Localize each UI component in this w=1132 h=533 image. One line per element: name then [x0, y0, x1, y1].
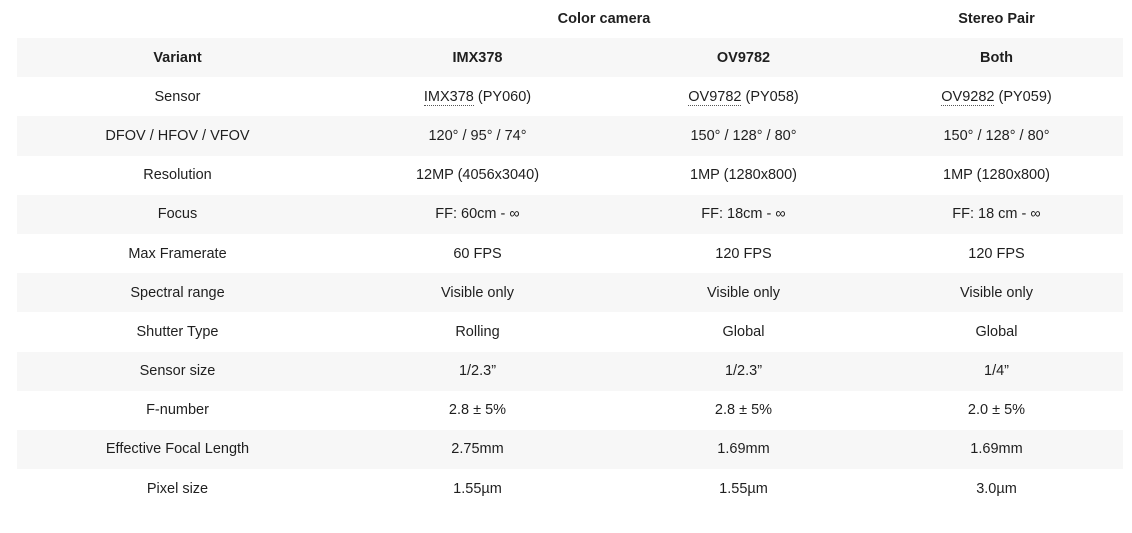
table-cell: 1.69mm	[970, 441, 1023, 458]
sensor-link-imx378[interactable]: IMX378	[423, 88, 474, 106]
table-cell: 120 FPS	[968, 245, 1025, 262]
table-cell: 1.55µm	[453, 480, 502, 497]
table-row-f-number: F-number 2.8 ± 5% 2.8 ± 5% 2.0 ± 5%	[17, 391, 1123, 430]
table-cell: 12MP (4056x3040)	[415, 167, 540, 184]
table-cell: 1/4”	[984, 363, 1009, 380]
table-cell: Visible only	[959, 284, 1034, 301]
header-variant: Variant	[153, 49, 202, 66]
sensor-suffix: (PY059)	[994, 88, 1052, 105]
header-both: Both	[979, 49, 1013, 66]
sensor-link-ov9782[interactable]: OV9782	[688, 88, 742, 106]
row-label: Max Framerate	[128, 245, 227, 262]
table-row-fov: DFOV / HFOV / VFOV 120° / 95° / 74° 150°…	[17, 116, 1123, 156]
table-row-spectral-range: Spectral range Visible only Visible only…	[17, 273, 1123, 313]
table-cell: FF: 60cm - ∞	[435, 206, 520, 223]
row-label: Sensor size	[139, 363, 216, 380]
header-imx378: IMX378	[452, 49, 503, 66]
sensor-cell: IMX378 (PY060)	[338, 88, 617, 106]
table-cell: FF: 18cm - ∞	[701, 206, 786, 223]
table-row-sensor-size: Sensor size 1/2.3” 1/2.3” 1/4”	[17, 351, 1123, 391]
row-label: F-number	[146, 402, 209, 419]
table-cell: 1MP (1280x800)	[943, 167, 1050, 184]
row-label: Shutter Type	[136, 323, 219, 340]
sensor-suffix: (PY058)	[741, 88, 799, 105]
column-header-row: Variant IMX378 OV9782 Both	[17, 38, 1123, 78]
table-cell: 1MP (1280x800)	[690, 167, 797, 184]
row-label: Focus	[157, 206, 198, 223]
table-row-shutter-type: Shutter Type Rolling Global Global	[17, 312, 1123, 351]
table-cell: 2.8 ± 5%	[714, 402, 773, 419]
table-cell: Visible only	[440, 284, 515, 301]
row-label: Effective Focal Length	[105, 441, 250, 458]
table-cell: 1.55µm	[719, 480, 768, 497]
row-label: Sensor	[154, 88, 201, 105]
table-cell: Global	[722, 323, 765, 340]
sensor-link-ov9282[interactable]: OV9282	[941, 88, 995, 106]
table-cell: 2.0 ± 5%	[967, 402, 1026, 419]
header-ov9782: OV9782	[716, 49, 771, 66]
table-row-resolution: Resolution 12MP (4056x3040) 1MP (1280x80…	[17, 156, 1123, 195]
table-cell: 3.0µm	[976, 480, 1017, 497]
group-header-stereo-pair: Stereo Pair	[958, 11, 1035, 27]
group-header-row: Color camera Stereo Pair	[17, 0, 1123, 38]
row-label: DFOV / HFOV / VFOV	[105, 127, 250, 144]
row-label: Spectral range	[130, 284, 225, 301]
table-cell: 1/2.3”	[724, 363, 763, 380]
row-label: Resolution	[143, 167, 212, 184]
table-row-max-framerate: Max Framerate 60 FPS 120 FPS 120 FPS	[17, 234, 1123, 273]
table-cell: 120 FPS	[715, 245, 772, 262]
sensor-cell: OV9782 (PY058)	[617, 88, 870, 106]
group-header-color-camera: Color camera	[557, 11, 651, 27]
table-cell: 120° / 95° / 74°	[428, 127, 527, 144]
table-cell: Rolling	[455, 323, 500, 340]
camera-spec-table: Color camera Stereo Pair Variant IMX378 …	[17, 0, 1123, 508]
table-cell: 150° / 128° / 80°	[943, 127, 1050, 144]
table-cell: 1/2.3”	[458, 363, 497, 380]
table-cell: 150° / 128° / 80°	[690, 127, 797, 144]
row-label: Pixel size	[146, 480, 209, 497]
sensor-cell: OV9282 (PY059)	[870, 88, 1123, 106]
table-cell: FF: 18 cm - ∞	[952, 206, 1041, 223]
table-row-pixel-size: Pixel size 1.55µm 1.55µm 3.0µm	[17, 469, 1123, 508]
table-cell: 60 FPS	[453, 245, 502, 262]
table-row-focus: Focus FF: 60cm - ∞ FF: 18cm - ∞ FF: 18 c…	[17, 194, 1123, 234]
table-row-effective-focal-length: Effective Focal Length 2.75mm 1.69mm 1.6…	[17, 429, 1123, 470]
table-row-sensor: Sensor IMX378 (PY060) OV9782 (PY058) OV9…	[17, 77, 1123, 116]
table-cell: 1.69mm	[717, 441, 770, 458]
table-cell: 2.75mm	[451, 441, 504, 458]
table-cell: Visible only	[706, 284, 781, 301]
sensor-suffix: (PY060)	[473, 88, 532, 105]
table-cell: 2.8 ± 5%	[448, 402, 507, 419]
table-cell: Global	[975, 323, 1018, 340]
